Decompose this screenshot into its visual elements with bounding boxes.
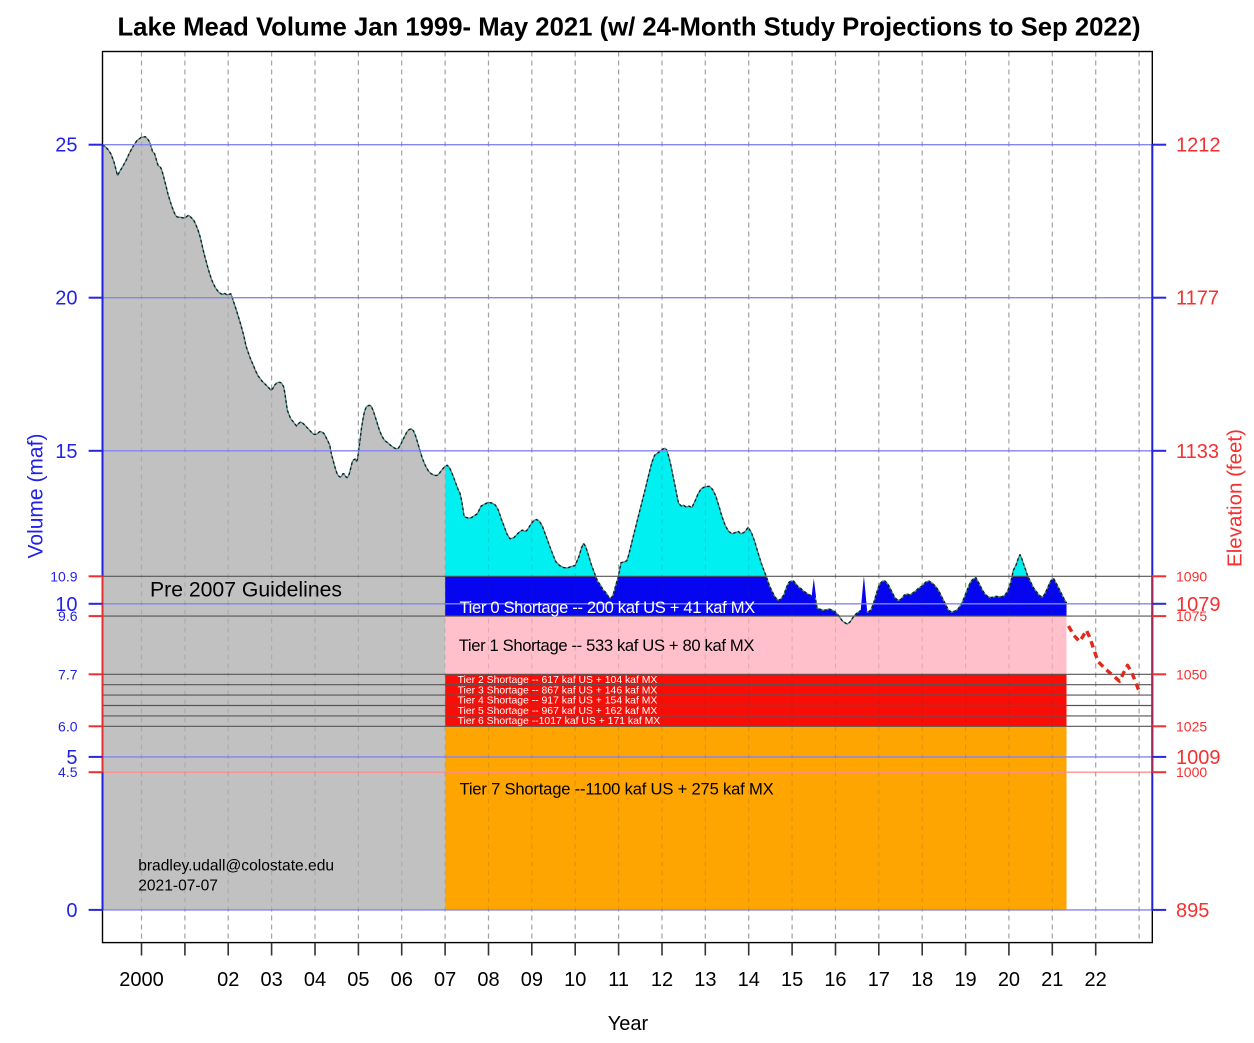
- svg-text:08: 08: [477, 969, 499, 991]
- svg-text:14: 14: [738, 969, 760, 991]
- svg-text:Tier 7 Shortage --1100 kaf US: Tier 7 Shortage --1100 kaf US + 275 kaf …: [460, 779, 774, 798]
- svg-text:1133: 1133: [1176, 441, 1219, 463]
- svg-text:22: 22: [1085, 969, 1107, 991]
- svg-text:9.6: 9.6: [58, 608, 78, 624]
- svg-text:1090: 1090: [1176, 568, 1207, 584]
- svg-text:10.9: 10.9: [50, 568, 77, 584]
- svg-text:18: 18: [911, 969, 933, 991]
- svg-text:15: 15: [781, 969, 803, 991]
- svg-text:1075: 1075: [1176, 608, 1207, 624]
- svg-text:Tier 1 Shortage -- 533 kaf US: Tier 1 Shortage -- 533 kaf US + 80 kaf M…: [459, 636, 755, 655]
- svg-text:bradley.udall@colostate.edu: bradley.udall@colostate.edu: [138, 857, 334, 874]
- svg-text:1079: 1079: [1176, 594, 1221, 616]
- svg-text:2000: 2000: [119, 969, 164, 991]
- svg-text:Tier 6 Shortage --1017 kaf US: Tier 6 Shortage --1017 kaf US + 171 kaf …: [458, 716, 661, 727]
- svg-text:6.0: 6.0: [58, 718, 78, 734]
- svg-text:7.7: 7.7: [58, 666, 78, 682]
- svg-text:Tier 2 Shortage -- 617 kaf US: Tier 2 Shortage -- 617 kaf US + 104 kaf …: [458, 675, 658, 686]
- svg-text:Lake Mead Volume Jan 1999- May: Lake Mead Volume Jan 1999- May 2021 (w/ …: [117, 14, 1140, 42]
- svg-text:1177: 1177: [1176, 288, 1219, 310]
- svg-text:15: 15: [55, 441, 77, 463]
- svg-text:Volume (maf): Volume (maf): [25, 434, 48, 559]
- svg-text:02: 02: [217, 969, 239, 991]
- svg-text:0: 0: [66, 900, 77, 922]
- svg-text:1212: 1212: [1176, 135, 1221, 157]
- svg-text:07: 07: [434, 969, 456, 991]
- svg-text:895: 895: [1176, 900, 1209, 922]
- svg-text:13: 13: [694, 969, 716, 991]
- svg-text:10: 10: [55, 594, 77, 616]
- svg-text:03: 03: [260, 969, 282, 991]
- svg-text:4.5: 4.5: [58, 764, 78, 780]
- svg-text:Elevation (feet): Elevation (feet): [1224, 429, 1247, 567]
- svg-text:1050: 1050: [1176, 666, 1207, 682]
- svg-text:2021-07-07: 2021-07-07: [138, 877, 218, 894]
- svg-text:16: 16: [824, 969, 846, 991]
- svg-text:5: 5: [66, 747, 77, 769]
- svg-text:25: 25: [55, 135, 77, 157]
- svg-text:1009: 1009: [1176, 747, 1221, 769]
- svg-text:20: 20: [998, 969, 1020, 991]
- svg-text:10: 10: [564, 969, 586, 991]
- svg-text:1025: 1025: [1176, 718, 1207, 734]
- svg-text:Tier 5 Shortage -- 967 kaf US: Tier 5 Shortage -- 967 kaf US + 162 kaf …: [458, 706, 658, 717]
- svg-text:1000: 1000: [1176, 764, 1207, 780]
- svg-text:12: 12: [651, 969, 673, 991]
- svg-text:20: 20: [55, 288, 77, 310]
- svg-text:Tier 4 Shortage -- 917 kaf US: Tier 4 Shortage -- 917 kaf US + 154 kaf …: [458, 696, 658, 707]
- svg-text:09: 09: [521, 969, 543, 991]
- svg-text:Tier 0 Shortage -- 200 kaf US: Tier 0 Shortage -- 200 kaf US + 41 kaf M…: [460, 598, 756, 617]
- svg-text:Tier 3 Shortage -- 867 kaf US: Tier 3 Shortage -- 867 kaf US + 146 kaf …: [458, 685, 658, 696]
- svg-text:Pre 2007 Guidelines: Pre 2007 Guidelines: [150, 579, 342, 602]
- svg-text:05: 05: [347, 969, 369, 991]
- svg-text:17: 17: [868, 969, 890, 991]
- svg-text:06: 06: [391, 969, 413, 991]
- svg-text:Year: Year: [608, 1013, 649, 1035]
- svg-text:04: 04: [304, 969, 326, 991]
- svg-text:21: 21: [1041, 969, 1063, 991]
- svg-text:11: 11: [608, 969, 629, 991]
- svg-text:19: 19: [954, 969, 976, 991]
